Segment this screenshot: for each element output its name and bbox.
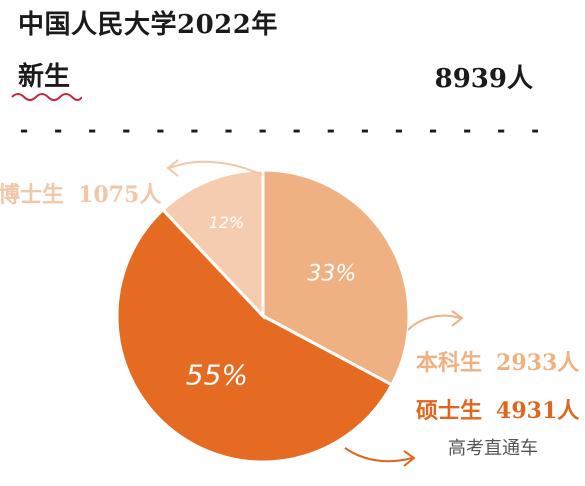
arrow-bachelor-head-icon xyxy=(451,310,464,327)
arrow-phd-head-icon xyxy=(166,159,179,177)
slice-bachelor xyxy=(261,168,411,387)
legend-bachelor-name: 本科生 xyxy=(416,350,483,376)
chart-title: 中国人民大学2022年 xyxy=(18,10,278,40)
legend-phd-name: 博士生 xyxy=(0,182,65,208)
dashed-divider: - - - - - - - - - - - - - - - - - - - - … xyxy=(18,118,538,142)
pct-label-master: 55% xyxy=(186,358,248,391)
legend-master: 硕士生 4931人 xyxy=(416,393,579,425)
pct-label-phd: 12% xyxy=(209,213,245,232)
legend-master-count: 4931人 xyxy=(496,398,580,424)
arrow-bachelor-icon xyxy=(407,314,461,331)
legend-bachelor: 本科生 2933人 xyxy=(416,345,579,377)
arrow-master-head-icon xyxy=(403,450,416,467)
legend-phd-count: 1075人 xyxy=(78,182,162,208)
arrow-phd-icon xyxy=(169,160,263,176)
arrow-master-icon xyxy=(344,447,413,463)
legend-bachelor-count: 2933人 xyxy=(496,350,580,376)
watermark: 高考直通车 xyxy=(448,438,538,459)
pct-label-bachelor: 33% xyxy=(307,262,356,287)
squiggle-underline xyxy=(11,93,82,101)
slice-phd xyxy=(160,168,265,320)
legend-master-name: 硕士生 xyxy=(416,398,483,424)
total-count: 8939人 xyxy=(434,64,533,94)
legend-phd: 博士生 1075人 xyxy=(0,177,161,209)
chart-subtitle: 新生 xyxy=(18,62,71,92)
slice-master xyxy=(115,207,394,464)
